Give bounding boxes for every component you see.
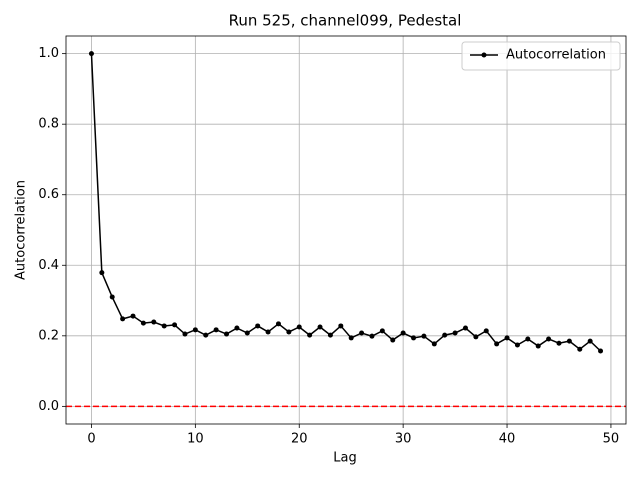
data-point bbox=[473, 334, 479, 340]
data-point bbox=[535, 343, 541, 349]
data-point bbox=[317, 324, 323, 330]
data-point bbox=[213, 327, 219, 333]
plot-frame bbox=[65, 35, 627, 425]
data-point bbox=[244, 330, 250, 336]
data-point bbox=[442, 332, 448, 338]
y-tick-label: 0.2 bbox=[38, 328, 59, 343]
x-tick-label: 20 bbox=[291, 432, 308, 447]
data-point bbox=[338, 323, 344, 329]
data-point bbox=[327, 332, 333, 338]
data-point bbox=[296, 324, 302, 330]
legend-label: Autocorrelation bbox=[506, 48, 606, 63]
data-point bbox=[109, 294, 115, 300]
data-point bbox=[598, 348, 604, 354]
data-point bbox=[192, 327, 198, 333]
data-point bbox=[307, 332, 313, 338]
y-tick-label: 0.8 bbox=[38, 117, 59, 132]
data-point bbox=[182, 331, 188, 337]
data-point bbox=[462, 325, 468, 331]
legend-marker bbox=[481, 52, 487, 58]
data-point bbox=[161, 323, 167, 329]
data-point bbox=[234, 325, 240, 331]
data-point bbox=[400, 330, 406, 336]
data-point bbox=[390, 337, 396, 343]
x-tick-label: 50 bbox=[603, 432, 620, 447]
data-point bbox=[99, 270, 105, 276]
data-point bbox=[379, 328, 385, 334]
legend-box bbox=[461, 41, 621, 71]
data-point bbox=[275, 321, 281, 327]
y-tick-label: 0.4 bbox=[38, 258, 59, 273]
data-point bbox=[359, 330, 365, 336]
data-point bbox=[224, 331, 230, 337]
y-axis-label: Autocorrelation bbox=[14, 180, 29, 280]
data-point bbox=[577, 346, 583, 352]
y-tick-label: 0.0 bbox=[38, 399, 59, 414]
x-tick-label: 10 bbox=[187, 432, 204, 447]
y-tick-label: 1.0 bbox=[38, 46, 59, 61]
x-tick-label: 30 bbox=[395, 432, 412, 447]
data-point bbox=[130, 313, 136, 319]
data-point bbox=[504, 335, 510, 341]
x-axis-label: Lag bbox=[333, 451, 356, 466]
data-point bbox=[120, 316, 126, 322]
x-tick-label: 0 bbox=[87, 432, 95, 447]
data-point bbox=[494, 341, 500, 347]
data-point bbox=[140, 320, 146, 326]
data-point bbox=[369, 333, 375, 339]
data-point bbox=[286, 329, 292, 335]
chart-title: Run 525, channel099, Pedestal bbox=[229, 12, 462, 30]
data-point bbox=[587, 338, 593, 344]
data-point bbox=[546, 336, 552, 342]
data-point bbox=[255, 323, 261, 329]
data-point bbox=[172, 322, 178, 328]
data-point bbox=[265, 329, 271, 335]
data-point bbox=[421, 333, 427, 339]
data-point bbox=[525, 336, 531, 342]
data-point bbox=[483, 328, 489, 334]
legend: Autocorrelation bbox=[461, 41, 621, 71]
data-point bbox=[452, 330, 458, 336]
data-point bbox=[348, 335, 354, 341]
data-point bbox=[431, 341, 437, 347]
data-point bbox=[411, 335, 417, 341]
data-point bbox=[203, 332, 209, 338]
data-point bbox=[88, 51, 94, 57]
data-point bbox=[151, 319, 157, 325]
x-tick-label: 40 bbox=[499, 432, 516, 447]
data-point bbox=[556, 340, 562, 346]
data-point bbox=[566, 338, 572, 344]
data-point bbox=[514, 342, 520, 348]
y-tick-label: 0.6 bbox=[38, 187, 59, 202]
